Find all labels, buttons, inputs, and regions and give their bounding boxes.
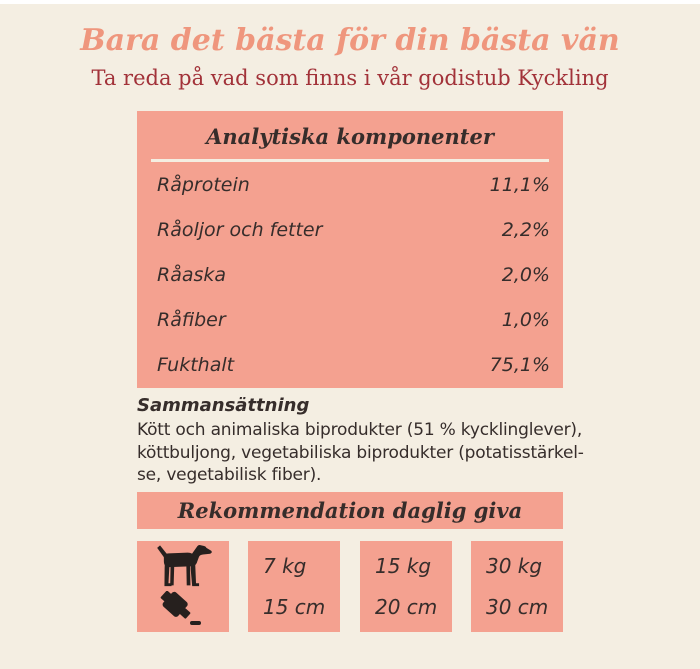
analysis-row-value: 11,1%	[489, 173, 550, 196]
analysis-row: Råaska 2,0%	[137, 252, 563, 297]
treat-tube-icon	[160, 591, 201, 625]
analysis-row-label: Råfiber	[157, 308, 226, 331]
analysis-row: Råprotein 11,1%	[137, 162, 563, 207]
dose-weight: 7 kg	[263, 554, 307, 578]
composition-title: Sammansättning	[137, 395, 310, 416]
analysis-row: Råfiber 1,0%	[137, 297, 563, 342]
composition-text-line: köttbuljong, vegetabiliska biprodukter (…	[137, 442, 584, 463]
dose-length: 15 cm	[263, 595, 326, 619]
analysis-row-label: Råprotein	[157, 173, 250, 196]
top-strip	[0, 0, 700, 4]
recommendation-title: Rekommendation daglig giva	[177, 498, 523, 523]
dose-weight: 30 kg	[486, 554, 543, 578]
analysis-row-value: 75,1%	[489, 353, 550, 376]
icon-legend-box	[137, 541, 229, 632]
analysis-row-value: 2,2%	[501, 218, 550, 241]
dose-box: 7 kg 15 cm	[248, 541, 340, 632]
analysis-row-value: 1,0%	[501, 308, 550, 331]
dose-box: 30 kg 30 cm	[471, 541, 563, 632]
analysis-row-label: Råaska	[157, 263, 227, 286]
analysis-row: Fukthalt 75,1%	[137, 342, 563, 387]
dose-box: 15 kg 20 cm	[360, 541, 452, 632]
page-title: Bara det bästa för din bästa vän	[80, 23, 620, 58]
analysis-title: Analytiska komponenter	[206, 124, 494, 149]
dose-length: 30 cm	[486, 595, 549, 619]
recommendation-header: Rekommendation daglig giva	[137, 492, 563, 529]
dog-icon	[157, 544, 212, 587]
analysis-row-label: Fukthalt	[157, 353, 235, 376]
composition-section: Sammansättning Kött och animaliska bipro…	[137, 395, 589, 487]
page-subtitle: Ta reda på vad som finns i vår godistub …	[91, 66, 609, 90]
analysis-row: Råoljor och fetter 2,2%	[137, 207, 563, 252]
analysis-row-value: 2,0%	[501, 263, 550, 286]
analysis-row-label: Råoljor och fetter	[157, 218, 323, 241]
analysis-panel: Analytiska komponenter Råprotein 11,1% R…	[137, 111, 563, 388]
analysis-divider	[151, 159, 549, 162]
composition-text-line: Kött och animaliska biprodukter (51 % ky…	[137, 420, 583, 440]
composition-text-line: se, vegetabilisk fiber).	[137, 465, 322, 485]
dose-length: 20 cm	[375, 595, 438, 619]
dose-weight: 15 kg	[375, 554, 432, 578]
